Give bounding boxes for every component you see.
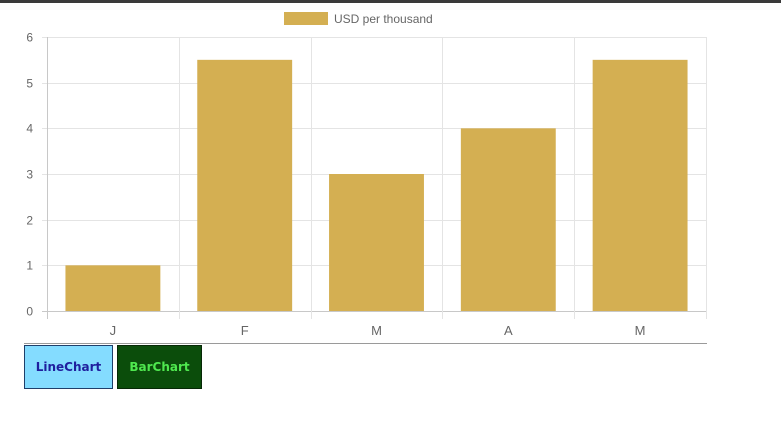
line-chart-button[interactable]: LineChart <box>24 345 113 389</box>
x-tick-label: J <box>110 323 117 338</box>
y-tick-label: 2 <box>26 214 33 228</box>
bar-j-0 <box>65 265 161 311</box>
chart-legend: USD per thousand <box>284 12 433 26</box>
bar-m-2 <box>329 174 424 311</box>
x-tick-label: M <box>635 323 646 338</box>
x-tick-label: M <box>371 323 382 338</box>
bar-f-1 <box>197 59 293 312</box>
chart-bars <box>65 59 688 312</box>
y-tick-label: 4 <box>26 122 33 136</box>
legend-swatch <box>284 12 328 25</box>
bar-chart: 0 1 2 3 4 5 6 J F M A M USD per thousand <box>26 12 707 339</box>
y-tick-label: 0 <box>26 305 33 319</box>
chart-tick-labels: 0 1 2 3 4 5 6 J F M A M <box>26 31 645 339</box>
x-tick-label: F <box>241 323 249 338</box>
y-tick-label: 6 <box>26 31 33 45</box>
bar-m-4 <box>592 59 688 312</box>
chart-divider <box>24 343 707 344</box>
y-tick-label: 5 <box>26 77 33 91</box>
x-tick-label: A <box>504 323 513 338</box>
legend-label: USD per thousand <box>334 12 433 26</box>
y-tick-label: 3 <box>26 168 33 182</box>
bar-chart-button[interactable]: BarChart <box>117 345 202 389</box>
y-tick-label: 1 <box>26 259 33 273</box>
bar-a-3 <box>460 128 556 311</box>
window-top-border <box>0 0 781 3</box>
